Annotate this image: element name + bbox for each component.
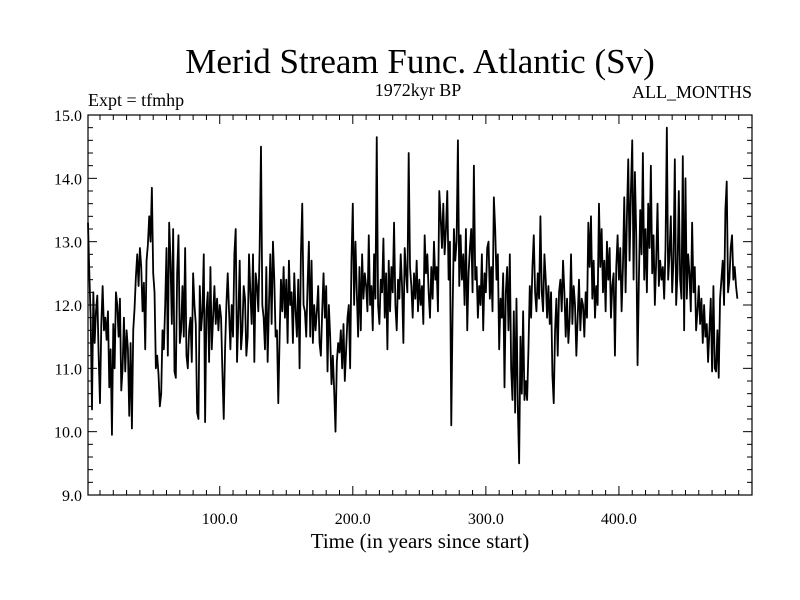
y-tick-label: 9.0 [62, 488, 82, 505]
y-tick-label: 13.0 [54, 235, 82, 252]
x-tick-label: 100.0 [202, 511, 238, 528]
x-tick-label: 400.0 [601, 511, 637, 528]
x-tick-label: 300.0 [468, 511, 504, 528]
y-tick-label: 15.0 [54, 108, 82, 125]
experiment-label: Expt = tfmhp [88, 90, 184, 110]
plot-frame [87, 114, 753, 496]
months-label: ALL_MONTHS [632, 82, 752, 102]
series-line [87, 126, 739, 465]
y-tick-label: 12.0 [54, 298, 82, 315]
chart-title: Merid Stream Func. Atlantic (Sv) [185, 42, 655, 81]
y-tick-label: 10.0 [54, 425, 82, 442]
x-tick-label: 200.0 [335, 511, 371, 528]
y-tick-label: 11.0 [55, 361, 82, 378]
x-axis-label: Time (in years since start) [311, 529, 530, 553]
y-tick-label: 14.0 [54, 171, 82, 188]
chart-subtitle: 1972kyr BP [375, 80, 462, 100]
x-axis-tick-labels: 100.0 200.0 300.0 400.0 [202, 511, 637, 528]
y-axis-tick-labels: 9.0 10.0 11.0 12.0 13.0 14.0 15.0 [54, 108, 82, 505]
